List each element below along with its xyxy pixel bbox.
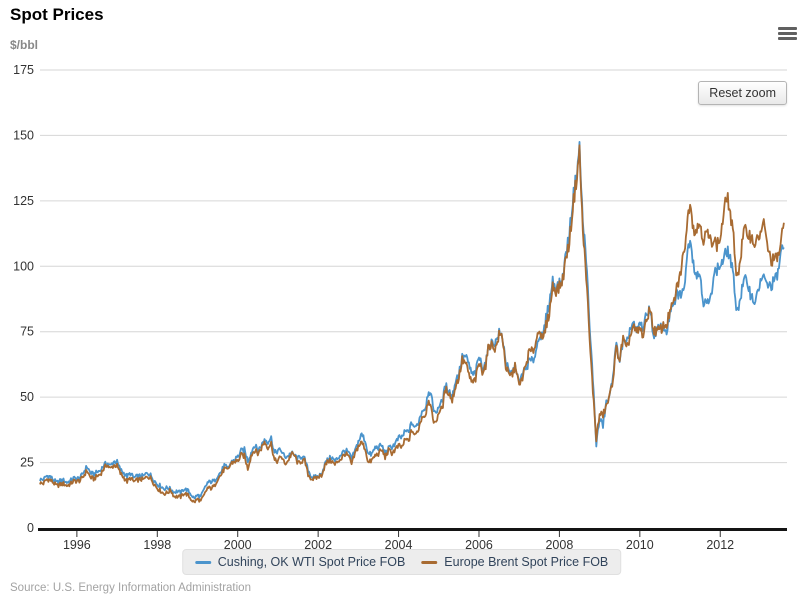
svg-text:150: 150 <box>13 128 34 142</box>
source-text: Source: U.S. Energy Information Administ… <box>10 582 251 594</box>
svg-text:2004: 2004 <box>385 538 413 552</box>
svg-text:1998: 1998 <box>143 538 171 552</box>
hamburger-icon <box>778 37 797 40</box>
svg-text:2012: 2012 <box>706 538 734 552</box>
svg-text:50: 50 <box>20 390 34 404</box>
svg-text:2002: 2002 <box>304 538 332 552</box>
wti-series-swatch <box>194 560 211 564</box>
svg-text:175: 175 <box>13 63 34 77</box>
legend-item-brent[interactable]: Europe Brent Spot Price FOB <box>421 555 608 569</box>
hamburger-icon <box>778 32 797 35</box>
svg-text:2006: 2006 <box>465 538 493 552</box>
svg-text:2010: 2010 <box>626 538 654 552</box>
svg-text:25: 25 <box>20 456 34 470</box>
y-axis-labels: 0 25 50 75 100 125 150 175 <box>13 63 34 535</box>
svg-text:75: 75 <box>20 325 34 339</box>
reset-zoom-button[interactable]: Reset zoom <box>698 81 787 105</box>
brent-series-swatch <box>421 560 438 564</box>
svg-text:125: 125 <box>13 194 34 208</box>
svg-text:100: 100 <box>13 259 34 273</box>
svg-text:2008: 2008 <box>545 538 573 552</box>
svg-text:0: 0 <box>27 521 34 535</box>
legend-item-wti[interactable]: Cushing, OK WTI Spot Price FOB <box>194 555 406 569</box>
series-line-brent <box>39 144 785 504</box>
y-axis-title: $/bbl <box>10 38 39 52</box>
plot-area[interactable] <box>40 8 787 528</box>
page-title: Spot Prices <box>10 5 104 24</box>
legend-label-wti: Cushing, OK WTI Spot Price FOB <box>217 555 406 569</box>
svg-text:2000: 2000 <box>224 538 252 552</box>
y-gridlines <box>40 69 787 464</box>
legend-label-brent: Europe Brent Spot Price FOB <box>444 555 609 569</box>
x-axis-labels: 1996 1998 2000 2002 2004 2006 2008 2010 2012 <box>63 531 734 552</box>
legend: Cushing, OK WTI Spot Price FOB Europe Br… <box>181 549 622 575</box>
svg-text:1996: 1996 <box>63 538 91 552</box>
hamburger-icon <box>778 27 797 30</box>
hamburger-menu-button[interactable] <box>778 27 797 40</box>
